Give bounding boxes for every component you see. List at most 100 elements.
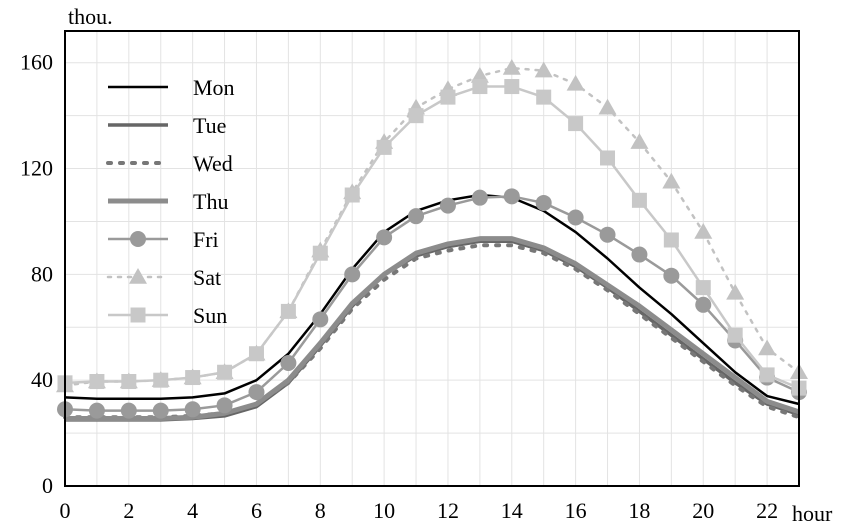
data-point-fri bbox=[535, 194, 552, 211]
series-mon bbox=[64, 193, 800, 406]
data-point-sat bbox=[534, 61, 553, 78]
series-sat bbox=[56, 59, 808, 393]
data-point-sun bbox=[759, 367, 775, 383]
y-tick-label: 40 bbox=[31, 367, 53, 392]
series-thu bbox=[65, 236, 800, 422]
series-sun bbox=[57, 79, 807, 396]
legend-label: Wed bbox=[193, 151, 233, 176]
data-point-fri bbox=[439, 197, 456, 214]
data-point-fri bbox=[663, 267, 680, 284]
y-tick-label: 0 bbox=[42, 473, 53, 498]
data-point-sun bbox=[600, 150, 616, 166]
data-point-sat bbox=[726, 283, 745, 300]
data-point-sun bbox=[89, 374, 105, 390]
data-point-sun bbox=[153, 372, 169, 388]
x-tick-label: 12 bbox=[437, 498, 459, 523]
data-point-sat bbox=[566, 74, 585, 91]
legend-label: Fri bbox=[193, 227, 219, 252]
data-point-sun bbox=[472, 79, 488, 95]
legend-item-fri: Fri bbox=[108, 227, 219, 252]
data-point-sat bbox=[630, 133, 649, 149]
data-point-sun bbox=[504, 79, 520, 95]
data-point-fri bbox=[599, 226, 616, 243]
legend-label: Mon bbox=[193, 75, 235, 100]
legend-item-sat: Sat bbox=[106, 265, 221, 290]
series-line-thu bbox=[65, 236, 800, 422]
x-axis-ticks: 0 2 4 6 8 10 12 14 16 18 20 22 bbox=[60, 498, 779, 523]
data-point-sun bbox=[280, 303, 296, 319]
data-point-sun bbox=[217, 364, 233, 380]
data-point-sun bbox=[440, 89, 456, 105]
legend-label: Tue bbox=[193, 113, 226, 138]
y-tick-label: 160 bbox=[20, 50, 53, 75]
x-tick-label: 18 bbox=[628, 498, 650, 523]
y-tick-label: 120 bbox=[20, 156, 53, 181]
data-point-fri bbox=[280, 354, 297, 371]
data-point-sun bbox=[344, 187, 360, 203]
data-point-fri bbox=[248, 384, 265, 401]
data-point-sun bbox=[568, 116, 584, 132]
x-tick-label: 14 bbox=[501, 498, 523, 523]
x-tick-label: 0 bbox=[60, 498, 71, 523]
data-point-sun bbox=[376, 139, 392, 155]
x-tick-label: 6 bbox=[251, 498, 262, 523]
x-axis-unit-label: hour bbox=[792, 501, 833, 526]
data-point-sun bbox=[312, 245, 328, 261]
y-tick-label: 80 bbox=[31, 261, 53, 286]
data-point-fri bbox=[88, 402, 105, 419]
data-point-sat bbox=[662, 172, 681, 189]
data-point-fri bbox=[408, 208, 425, 225]
data-point-fri bbox=[216, 397, 233, 414]
data-point-sat bbox=[758, 339, 777, 356]
series-layer bbox=[56, 59, 808, 422]
data-point-fri bbox=[152, 402, 169, 419]
data-point-sat bbox=[502, 59, 521, 75]
data-point-sat bbox=[694, 223, 713, 239]
data-point-sat bbox=[598, 98, 617, 115]
x-tick-label: 8 bbox=[315, 498, 326, 523]
legend-marker bbox=[130, 307, 146, 323]
data-point-sun bbox=[185, 370, 201, 386]
plot-frame bbox=[64, 30, 800, 487]
legend-label: Sat bbox=[193, 265, 221, 290]
data-point-fri bbox=[376, 229, 393, 246]
data-point-sun bbox=[631, 192, 647, 208]
series-fri bbox=[57, 188, 807, 419]
legend-item-tue: Tue bbox=[108, 113, 226, 138]
x-tick-label: 10 bbox=[373, 498, 395, 523]
data-point-sun bbox=[408, 108, 424, 124]
data-point-sun bbox=[121, 374, 137, 390]
data-point-fri bbox=[312, 311, 329, 328]
data-point-sun bbox=[248, 346, 264, 362]
data-point-fri bbox=[471, 189, 488, 206]
legend-marker bbox=[130, 231, 146, 247]
data-point-fri bbox=[120, 402, 137, 419]
data-point-fri bbox=[503, 188, 520, 205]
data-point-fri bbox=[567, 209, 584, 226]
data-point-sun bbox=[695, 280, 711, 296]
series-line-mon bbox=[64, 193, 800, 406]
legend-label: Thu bbox=[193, 189, 228, 214]
data-point-fri bbox=[695, 296, 712, 313]
data-point-fri bbox=[344, 266, 361, 283]
data-point-sat bbox=[470, 66, 489, 83]
legend-item-mon: Mon bbox=[108, 75, 235, 100]
x-tick-label: 20 bbox=[692, 498, 714, 523]
y-axis-ticks: 0 40 80 120 160 bbox=[20, 50, 53, 498]
data-point-sun bbox=[536, 89, 552, 105]
data-point-fri bbox=[631, 246, 648, 263]
x-tick-label: 4 bbox=[187, 498, 198, 523]
legend-item-wed: Wed bbox=[106, 151, 233, 176]
legend: Mon Tue Wed Thu Fri Sat Sun bbox=[106, 75, 235, 328]
x-tick-label: 22 bbox=[756, 498, 778, 523]
legend-item-sun: Sun bbox=[108, 303, 227, 328]
data-point-sun bbox=[663, 232, 679, 248]
legend-item-thu: Thu bbox=[108, 189, 228, 214]
x-tick-label: 16 bbox=[565, 498, 587, 523]
data-point-sun bbox=[727, 327, 743, 343]
legend-label: Sun bbox=[193, 303, 227, 328]
y-axis-unit-label: thou. bbox=[68, 4, 113, 29]
x-tick-label: 2 bbox=[123, 498, 134, 523]
data-point-fri bbox=[184, 401, 201, 418]
